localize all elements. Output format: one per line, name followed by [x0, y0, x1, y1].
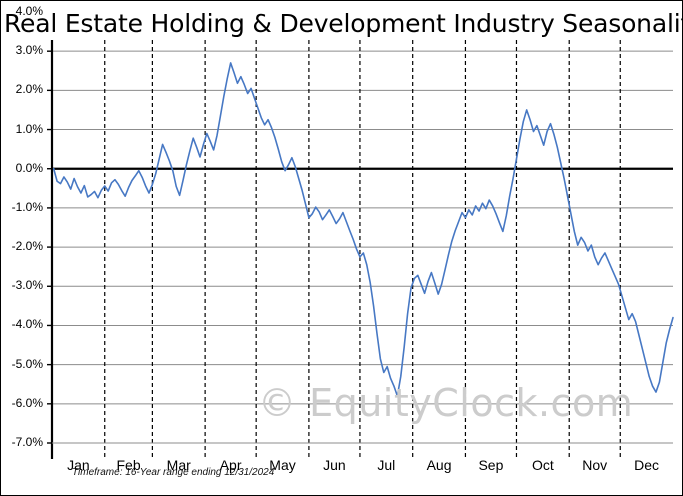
chart-subtitle-timeframe: Timeframe: 16-Year range ending 12/31/20… — [72, 467, 275, 478]
y-tick-label: -7.0% — [11, 435, 43, 449]
x-tick-label-may: May — [269, 457, 296, 473]
y-tick-label: -5.0% — [11, 356, 43, 371]
y-tick-label: 4.0% — [15, 4, 43, 18]
data-series-line — [52, 62, 674, 397]
x-tick-label-feb: Feb — [116, 457, 141, 473]
y-tick-label: 2.0% — [15, 82, 43, 97]
y-tick-label: -2.0% — [11, 239, 43, 254]
x-tick-label-oct: Oct — [531, 457, 554, 473]
x-tick-label-jan: Jan — [67, 457, 90, 473]
y-tick-label: -4.0% — [11, 317, 43, 332]
x-tick-label-nov: Nov — [582, 457, 608, 473]
y-tick-label: -3.0% — [11, 278, 43, 293]
page-title: Real Estate Holding & Development Indust… — [4, 8, 683, 40]
x-tick-label-apr: Apr — [219, 457, 242, 473]
x-tick-label-sep: Sep — [478, 457, 504, 473]
equityclock-watermark: © EquityClock.com — [258, 381, 634, 425]
y-tick-label: 3.0% — [15, 43, 43, 58]
x-tick-label-mar: Mar — [166, 457, 191, 473]
x-tick-label-aug: Aug — [426, 457, 452, 473]
x-tick-label-jun: Jun — [323, 457, 346, 473]
x-tick-label-jul: Jul — [377, 457, 396, 473]
x-tick-label-dec: Dec — [634, 457, 660, 473]
y-tick-label: -6.0% — [11, 395, 43, 410]
y-tick-label: 1.0% — [15, 121, 43, 136]
y-tick-label: -1.0% — [11, 199, 43, 214]
y-tick-label: 0.0% — [15, 160, 43, 175]
